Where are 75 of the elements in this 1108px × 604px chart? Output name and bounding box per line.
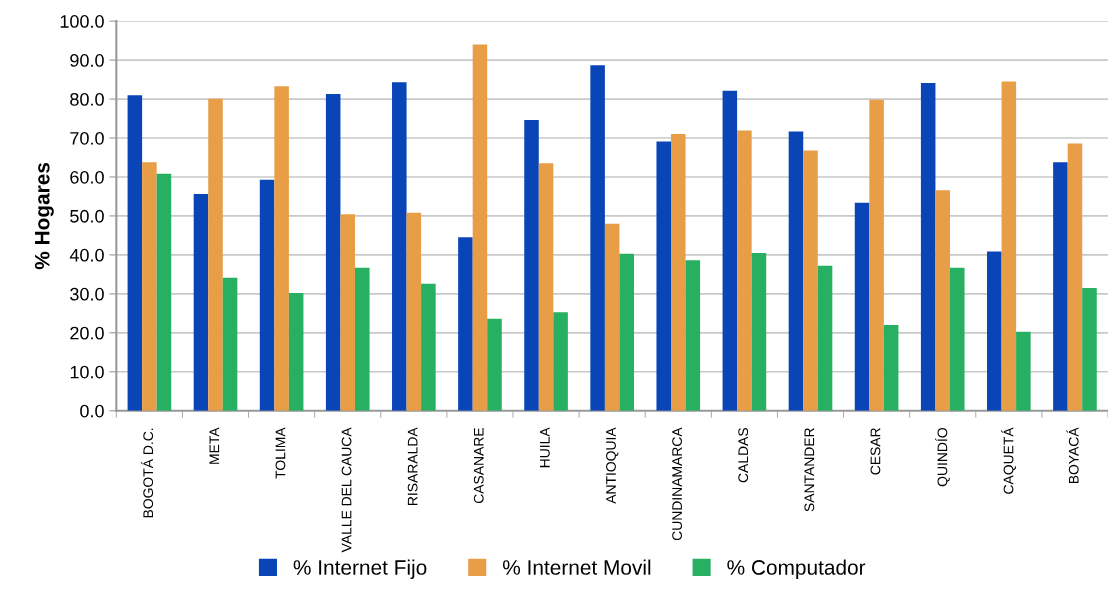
bar — [142, 162, 157, 411]
bar — [208, 98, 223, 411]
x-tick-label: CUNDINAMARCA — [672, 427, 683, 541]
bar — [788, 131, 804, 411]
bar — [751, 252, 767, 411]
bar — [274, 86, 289, 411]
bar — [685, 260, 701, 411]
bar — [355, 267, 370, 411]
y-tick-label: 30.0 — [70, 287, 104, 301]
bar — [259, 179, 275, 411]
bar — [127, 95, 143, 411]
bar — [656, 141, 672, 411]
y-tick-label: 100.0 — [60, 15, 104, 28]
bar — [854, 202, 870, 411]
bar — [737, 130, 752, 411]
y-tick-label: 50.0 — [70, 209, 104, 223]
x-tick-label: CESAR — [870, 428, 881, 475]
bar — [553, 312, 568, 411]
bar — [950, 267, 965, 411]
bar — [288, 293, 304, 411]
bar — [487, 318, 502, 411]
y-tick-label: 80.0 — [70, 92, 104, 106]
bar — [935, 190, 950, 411]
bar — [817, 265, 833, 411]
bar — [604, 223, 620, 411]
bar — [538, 163, 554, 411]
bar — [524, 120, 539, 411]
y-tick-label: 40.0 — [69, 248, 104, 262]
x-tick-label: QUINDÍO — [935, 428, 950, 487]
y-tick-label: 60.0 — [70, 170, 104, 184]
bar — [803, 150, 818, 411]
x-tick-label: RISARALDA — [407, 427, 418, 505]
y-tick-label: 0.0 — [80, 404, 104, 418]
bar — [193, 194, 209, 411]
x-tick-label: ANTIOQUIA — [606, 427, 619, 504]
bar — [869, 99, 884, 411]
x-tick-label: TOLIMA — [275, 427, 286, 479]
bar — [392, 82, 407, 411]
x-tick-label: CASANARE — [473, 427, 484, 504]
bar — [1082, 288, 1097, 411]
x-tick-label: VALLE DEL CAUCA — [341, 427, 352, 553]
x-tick-label: CAQUETÁ — [1001, 427, 1016, 494]
legend-label: % Internet Movil — [503, 559, 651, 575]
bar — [883, 325, 899, 411]
bar — [590, 65, 605, 411]
legend-label: % Computador — [727, 559, 866, 579]
y-axis-title: % Hogares — [34, 162, 54, 270]
y-tick-label: 70.0 — [70, 131, 104, 145]
bar — [406, 212, 422, 411]
y-tick-label: 90.0 — [70, 54, 104, 67]
bar — [458, 237, 473, 411]
bar — [1067, 143, 1083, 411]
x-tick-label: CALDAS — [738, 428, 749, 483]
x-tick-label: BOYACÁ — [1066, 427, 1079, 484]
bar — [340, 214, 355, 411]
bar — [722, 90, 738, 411]
bar — [421, 283, 436, 411]
x-tick-label: SANTANDER — [804, 428, 815, 512]
y-tick-label: 20.0 — [70, 326, 104, 340]
bar — [472, 44, 488, 411]
x-tick-label: BOGOTÁ D.C. — [140, 428, 154, 518]
bar — [1016, 331, 1031, 411]
bar — [156, 173, 172, 411]
bar — [1053, 162, 1068, 411]
x-tick-label: HUILA — [540, 427, 550, 468]
bar — [325, 93, 341, 411]
bar — [987, 251, 1002, 411]
legend-label: % Internet Fijo — [293, 559, 427, 579]
bar — [619, 253, 634, 411]
bar — [1001, 81, 1017, 411]
bar — [920, 83, 936, 411]
x-tick-label: META — [209, 427, 220, 464]
bar — [671, 134, 686, 411]
bar — [222, 277, 238, 411]
y-tick-label: 10.0 — [70, 365, 104, 379]
